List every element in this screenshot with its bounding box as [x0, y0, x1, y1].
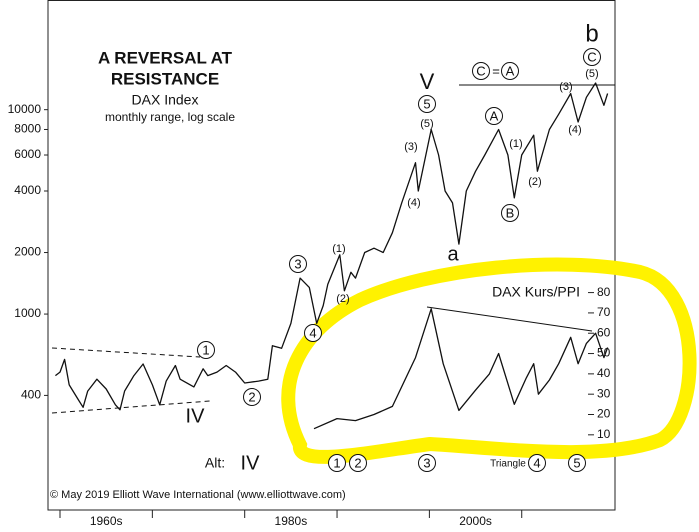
wave-label: 5	[573, 455, 580, 470]
y2-tick-label: 70	[597, 305, 611, 319]
wave-label: a	[447, 243, 459, 265]
wave-circle	[418, 454, 436, 472]
series-label: DAX Kurs/PPI	[492, 284, 580, 300]
copyright: © May 2019 Elliott Wave International (w…	[50, 489, 346, 501]
wave-label: (2)	[528, 176, 541, 188]
y2-tick-label: 80	[597, 285, 611, 299]
y-tick-label: 4000	[14, 183, 41, 197]
wave-label: Triangle	[490, 459, 526, 470]
wave-circle	[289, 255, 307, 273]
wave-circle	[243, 388, 261, 406]
highlight-ellipse	[281, 257, 697, 464]
y-tick-label: 6000	[14, 147, 41, 161]
wave-circle	[197, 341, 215, 359]
wave-label: C	[587, 49, 596, 64]
x-tick-label: 2000s	[459, 514, 492, 528]
wave-label: (4)	[568, 124, 581, 136]
wave-circle	[501, 62, 519, 80]
wave-label: A	[506, 63, 515, 78]
plot-frame	[47, 0, 616, 511]
wave-label: (1)	[509, 138, 522, 150]
y-tick-label: 10000	[8, 102, 42, 116]
wave-label: (4)	[407, 197, 420, 209]
wave-label: (5)	[420, 118, 433, 130]
wave-label: (3)	[559, 81, 572, 93]
chart-subtitle: monthly range, log scale	[105, 110, 235, 124]
wave-label: Alt:	[205, 455, 225, 471]
wave-label: 4	[533, 455, 540, 470]
wave-label: 1	[333, 455, 340, 470]
y-tick-label: 1000	[14, 306, 41, 320]
y2-tick-label: 10	[597, 427, 611, 441]
wave-label: C	[476, 63, 485, 78]
wave-label: (1)	[332, 243, 345, 255]
wave-label: 5	[423, 96, 430, 111]
wave-label: 3	[294, 256, 301, 271]
wave-label: A	[490, 108, 499, 123]
chart-title: RESISTANCE	[111, 69, 219, 88]
wave-label: 4	[309, 325, 316, 340]
wave-label: (5)	[585, 68, 598, 80]
y2-tick-label: 30	[597, 386, 611, 400]
wave-label: V	[420, 69, 435, 94]
wave-circle	[328, 454, 346, 472]
y-tick-label: 2000	[14, 245, 41, 259]
chart-subtitle: DAX Index	[132, 92, 199, 108]
wave-circle	[501, 204, 519, 222]
y-tick-label: 8000	[14, 122, 41, 136]
wave-label: 3	[423, 455, 430, 470]
wave-circle	[485, 107, 503, 125]
wave-circle	[349, 454, 367, 472]
chart-title: A REVERSAL AT	[98, 48, 233, 67]
y-tick-label: 400	[21, 388, 41, 402]
trend-line	[426, 306, 593, 332]
wave-label: 2	[354, 455, 361, 470]
wave-circle	[528, 454, 546, 472]
wave-label: 1	[202, 342, 209, 357]
trend-line	[51, 347, 201, 358]
series-line	[55, 82, 609, 411]
wave-circle	[568, 454, 586, 472]
wave-label: B	[506, 205, 515, 220]
wave-circle	[583, 48, 601, 66]
wave-label: (2)	[336, 293, 349, 305]
y2-tick-label: 40	[597, 366, 611, 380]
series-line	[313, 308, 609, 430]
wave-label: =	[492, 63, 500, 78]
wave-label: IV	[186, 405, 206, 427]
wave-label: b	[585, 20, 598, 47]
wave-label: (3)	[404, 141, 417, 153]
wave-circle	[304, 324, 322, 342]
wave-circle	[418, 95, 436, 113]
x-tick-label: 1960s	[90, 514, 123, 528]
y2-tick-label: 20	[597, 407, 611, 421]
x-tick-label: 1980s	[275, 514, 308, 528]
wave-circle	[472, 62, 490, 80]
wave-label: 2	[248, 389, 255, 404]
wave-label: IV	[241, 452, 261, 474]
y2-tick-label: 60	[597, 325, 611, 339]
